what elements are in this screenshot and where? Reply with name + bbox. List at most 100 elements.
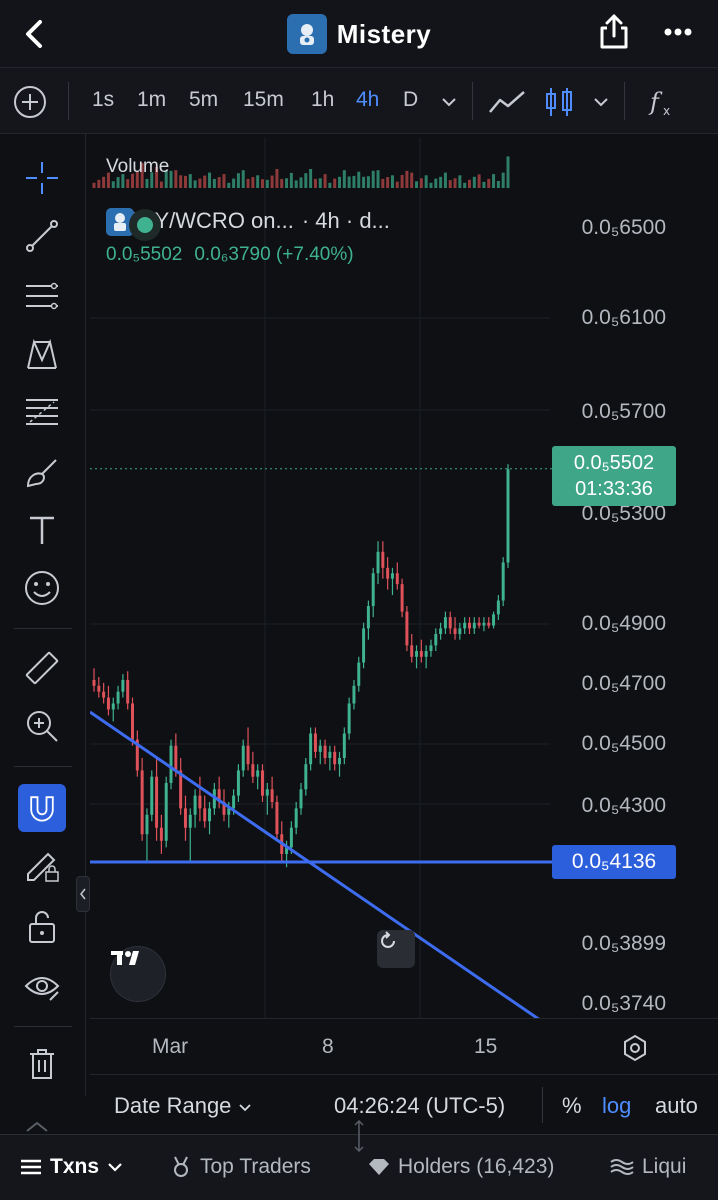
volume-bar (251, 177, 255, 188)
volume-bar (482, 181, 486, 188)
tab-top-traders[interactable]: Top Traders (170, 1155, 311, 1179)
candle-body (275, 801, 279, 835)
volume-bar (342, 170, 346, 188)
pattern-icon[interactable] (20, 332, 64, 376)
volume-bar (116, 177, 120, 188)
candle-body (106, 697, 110, 710)
volume-bar (328, 182, 332, 188)
parallel-lines-icon[interactable] (20, 274, 64, 318)
reset-chart-button[interactable] (377, 930, 415, 968)
volume-bar (463, 182, 467, 188)
timeframe-1m[interactable]: 1m (137, 88, 167, 111)
drawing-toolbar (0, 134, 86, 1096)
brush-icon[interactable] (20, 450, 64, 494)
resize-handle-icon[interactable] (352, 1119, 366, 1153)
timeframe-4h[interactable]: 4h (356, 88, 380, 111)
timeframe-15m[interactable]: 15m (243, 88, 284, 111)
magnet-icon[interactable] (18, 784, 66, 832)
candlestick-icon[interactable] (542, 84, 576, 120)
candle-body (193, 795, 197, 815)
candle-body (482, 622, 486, 626)
candle-body (203, 808, 207, 822)
candle-body (299, 789, 303, 809)
horizontal-line-price-tag[interactable]: 0.0₅4136 (552, 845, 676, 879)
volume-bar (260, 179, 264, 188)
add-indicator-icon[interactable] (12, 84, 48, 120)
text-tool-icon[interactable] (20, 508, 64, 552)
indicators-fx-icon[interactable]: f x (646, 84, 678, 120)
candle-body (174, 745, 178, 771)
volume-bar (448, 180, 452, 188)
fib-levels-icon[interactable] (20, 390, 64, 434)
crosshair-icon[interactable] (20, 156, 64, 200)
volume-bar (453, 178, 457, 188)
tab-liquidity[interactable]: Liqui (610, 1155, 686, 1179)
candle-body (376, 551, 380, 574)
price-tick: 0.0₅6100 (581, 306, 666, 329)
price-tick: 0.0₅5700 (581, 400, 666, 423)
candle-body (400, 584, 404, 612)
candle-body (304, 764, 308, 790)
volume-bar (294, 180, 298, 188)
candle-body (477, 622, 481, 626)
timeframe-1h[interactable]: 1h (311, 88, 335, 111)
ruler-icon[interactable] (20, 646, 64, 690)
lock-drawing-icon[interactable] (20, 842, 64, 886)
timeframe-dropdown-icon[interactable] (438, 84, 460, 120)
live-price: 0.0₅5502 (573, 452, 655, 474)
percent-scale-toggle[interactable]: % (562, 1093, 582, 1118)
volume-bar (126, 179, 130, 188)
tradingview-logo[interactable] (110, 946, 166, 1002)
timeframe-d[interactable]: D (403, 88, 419, 111)
candlestick-chart[interactable] (90, 138, 718, 1018)
settings-icon[interactable] (620, 1033, 650, 1063)
price-chart[interactable]: Volume MERY/WCRO on... · 4h · d... 0.0₅5… (90, 138, 718, 1018)
timeframe-5m[interactable]: 5m (189, 88, 219, 111)
share-icon[interactable] (594, 12, 634, 52)
volume-bar (309, 169, 313, 188)
zoom-in-icon[interactable] (20, 704, 64, 748)
candle-body (222, 801, 226, 815)
volume-bar (102, 176, 106, 188)
volume-bar (246, 178, 250, 188)
trend-line-icon[interactable] (20, 214, 64, 258)
chevron-up-icon[interactable] (22, 1119, 52, 1133)
visibility-icon[interactable] (20, 964, 64, 1008)
chart-type-dropdown-icon[interactable] (590, 84, 612, 120)
price-tick: 0.0₅4300 (581, 794, 666, 817)
timezone-clock[interactable]: 04:26:24 (UTC-5) (334, 1093, 506, 1118)
tab-holders[interactable]: Holders (16,423) (368, 1155, 554, 1179)
back-icon[interactable] (16, 14, 56, 54)
candle-body (415, 651, 419, 657)
volume-bar (131, 173, 135, 188)
candle-body (458, 628, 462, 635)
volume-bar (155, 166, 159, 188)
volume-bar (121, 174, 125, 188)
collapse-toolbar-button[interactable] (76, 876, 90, 912)
bottom-tabs: Txns Top Traders Holders (16,423) Liqui (0, 1119, 718, 1200)
emoji-icon[interactable] (20, 566, 64, 610)
timeframe-1s[interactable]: 1s (92, 88, 115, 111)
candle-body (386, 567, 390, 579)
candle-body (256, 770, 260, 777)
unlock-icon[interactable] (20, 904, 64, 948)
volume-bar (318, 178, 322, 188)
date-range-button[interactable]: Date Range (114, 1093, 252, 1119)
trash-icon[interactable] (20, 1042, 64, 1086)
line-chart-icon[interactable] (486, 84, 528, 120)
candle-body (102, 691, 106, 698)
auto-scale-toggle[interactable]: auto (655, 1093, 698, 1118)
log-scale-toggle[interactable]: log (602, 1093, 632, 1118)
medal-icon (174, 1156, 188, 1177)
tab-txns[interactable]: Txns (20, 1155, 123, 1179)
candle-body (448, 617, 452, 629)
volume-bar (415, 181, 419, 188)
candle-body (443, 617, 447, 629)
candle-countdown: 01:33:36 (575, 478, 653, 500)
more-icon[interactable] (656, 12, 700, 52)
volume-bar (304, 173, 308, 188)
time-axis[interactable]: Mar 8 15 (90, 1018, 718, 1074)
volume-bar (97, 179, 101, 188)
candle-body (270, 789, 274, 802)
candle-body (265, 789, 269, 796)
